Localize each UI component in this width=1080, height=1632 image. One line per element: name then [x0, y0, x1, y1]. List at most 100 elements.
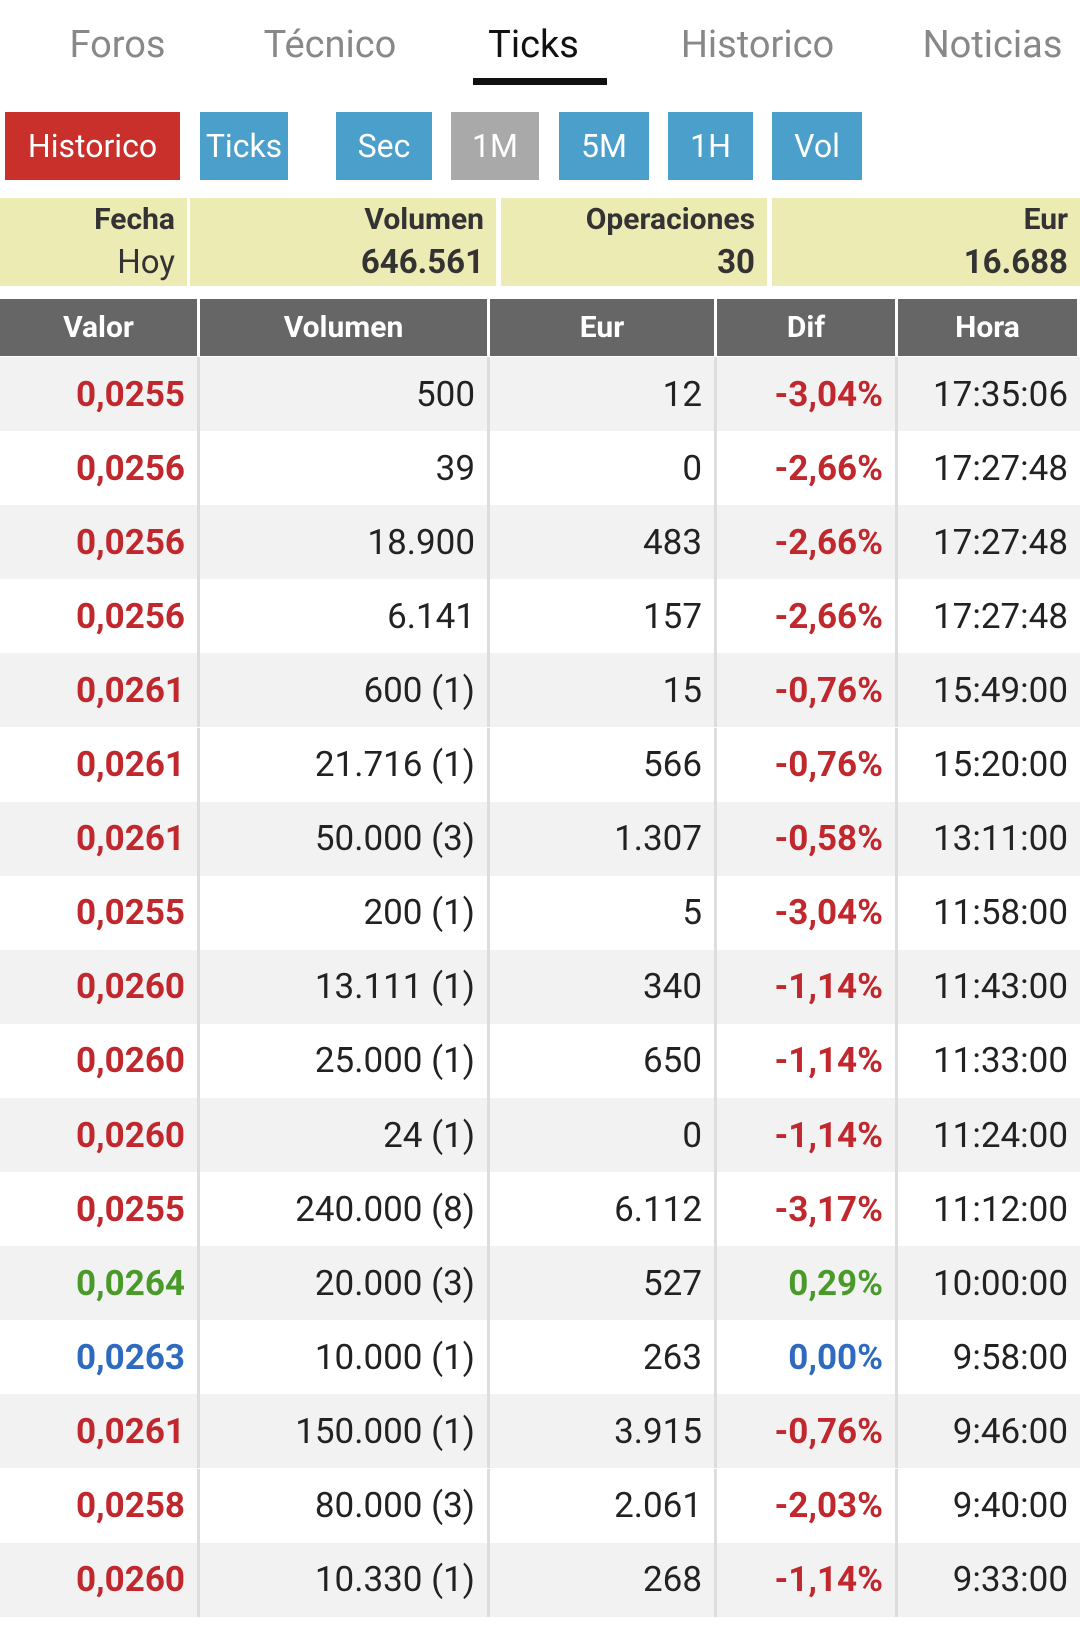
table-cell: 5: [490, 875, 717, 950]
table-cell: -3,04%: [717, 357, 898, 431]
table-cell: 2.061: [490, 1468, 717, 1543]
table-cell: -2,66%: [717, 505, 898, 580]
filter-button[interactable]: Historico: [5, 112, 180, 180]
table-cell: 12: [490, 357, 717, 431]
table-row: [0, 1542, 1080, 1617]
nav-tab[interactable]: Ticks: [488, 23, 579, 67]
table-row: [0, 357, 1080, 431]
table-cell: 0,0264: [0, 1246, 200, 1321]
table-row: [0, 505, 1080, 580]
filter-button[interactable]: Sec: [336, 112, 432, 180]
table-cell: 9:58:00: [952, 1336, 1068, 1378]
tab-underline: [473, 78, 607, 85]
summary-value: 30: [717, 243, 755, 282]
summary-cell: Fecha Hoy: [0, 198, 187, 286]
table-cell: -1,14%: [717, 949, 898, 1024]
table-cell: -3,04%: [717, 875, 898, 950]
table-cell: 268: [490, 1542, 717, 1617]
table-cell: 0,0256: [0, 431, 200, 506]
table-cell: 0,0261: [0, 801, 200, 876]
table-cell: -0,76%: [717, 653, 898, 728]
filter-button[interactable]: 5M: [559, 112, 649, 180]
table-cell: 0,0258: [0, 1468, 200, 1543]
table-cell: 0,29%: [717, 1246, 898, 1321]
table-row: [0, 579, 1080, 654]
table-header: Hora: [898, 299, 1077, 356]
table-cell: 527: [490, 1246, 717, 1321]
table-cell: 0: [490, 431, 717, 506]
table-cell: 20.000 (3): [200, 1246, 490, 1321]
table-cell: 6.112: [490, 1172, 717, 1247]
table-cell: 11:58:00: [933, 892, 1068, 934]
table-cell: 0,0255: [0, 875, 200, 950]
table-row: [0, 1394, 1080, 1469]
table-cell: -2,66%: [717, 579, 898, 654]
nav-tab[interactable]: Historico: [680, 23, 835, 67]
table-cell: 483: [490, 505, 717, 580]
table-cell: 25.000 (1): [200, 1023, 490, 1098]
nav-tab[interactable]: Técnico: [263, 23, 397, 67]
table-cell: 0,0260: [0, 1023, 200, 1098]
nav-tab[interactable]: Noticias: [922, 23, 1063, 67]
table-cell: 0,00%: [717, 1320, 898, 1395]
table-cell: 0,0255: [0, 1172, 200, 1247]
filter-button[interactable]: Vol: [772, 112, 862, 180]
table-cell: 240.000 (8): [200, 1172, 490, 1247]
table-cell: 13:11:00: [933, 818, 1068, 860]
table-cell: 10:00:00: [933, 1262, 1068, 1304]
table-cell: 17:27:48: [933, 521, 1068, 563]
table-cell: 0,0255: [0, 357, 200, 431]
table-cell: 11:12:00: [933, 1188, 1068, 1230]
table-cell: 17:35:06: [933, 373, 1068, 415]
nav-tab[interactable]: Foros: [69, 23, 166, 67]
filter-button[interactable]: 1H: [668, 112, 753, 180]
table-header: Dif: [717, 299, 895, 356]
table-cell: 9:33:00: [952, 1559, 1068, 1601]
table-cell: -0,76%: [717, 727, 898, 802]
filter-button[interactable]: Ticks: [200, 112, 288, 180]
table-cell: -2,03%: [717, 1468, 898, 1543]
table-cell: 9:40:00: [952, 1485, 1068, 1526]
table-row: [0, 1246, 1080, 1321]
table-cell: 11:24:00: [933, 1114, 1068, 1156]
summary-value: Hoy: [117, 243, 175, 282]
table-cell: -1,14%: [717, 1098, 898, 1172]
table-cell: 13.111 (1): [200, 949, 490, 1024]
summary-label: Eur: [1023, 202, 1068, 237]
summary-cell: Operaciones 30: [501, 198, 767, 286]
summary-cell: Eur 16.688: [772, 198, 1080, 286]
table-cell: 0,0260: [0, 949, 200, 1024]
summary-value: 646.561: [360, 243, 484, 282]
table-cell: 1.307: [490, 801, 717, 876]
table-row: [0, 1023, 1080, 1098]
table-cell: 9:46:00: [952, 1410, 1068, 1452]
summary-label: Operaciones: [585, 202, 755, 237]
table-cell: 0,0261: [0, 727, 200, 802]
table-cell: 11:33:00: [933, 1040, 1068, 1082]
table-cell: 0,0256: [0, 579, 200, 654]
table-header: Eur: [490, 299, 714, 356]
table-cell: 0,0263: [0, 1320, 200, 1395]
table-row: [0, 1320, 1080, 1395]
summary-value: 16.688: [963, 243, 1068, 282]
table-cell: 80.000 (3): [200, 1468, 490, 1543]
table-row: [0, 1468, 1080, 1543]
filter-button[interactable]: 1M: [451, 112, 539, 180]
table-cell: -0,58%: [717, 801, 898, 876]
table-cell: 10.330 (1): [200, 1542, 490, 1617]
table-cell: 600 (1): [200, 653, 490, 728]
table-cell: 0,0260: [0, 1098, 200, 1172]
table-row: [0, 653, 1080, 728]
table-header: Valor: [0, 299, 197, 356]
table-cell: 24 (1): [200, 1098, 490, 1172]
summary-cell: Volumen 646.561: [190, 198, 496, 286]
table-cell: 150.000 (1): [200, 1394, 490, 1469]
table-cell: 650: [490, 1023, 717, 1098]
table-cell: 200 (1): [200, 875, 490, 950]
table-cell: 11:43:00: [933, 966, 1068, 1008]
summary-label: Volumen: [364, 202, 484, 237]
table-cell: 17:27:48: [933, 447, 1068, 489]
table-cell: 6.141: [200, 579, 490, 654]
